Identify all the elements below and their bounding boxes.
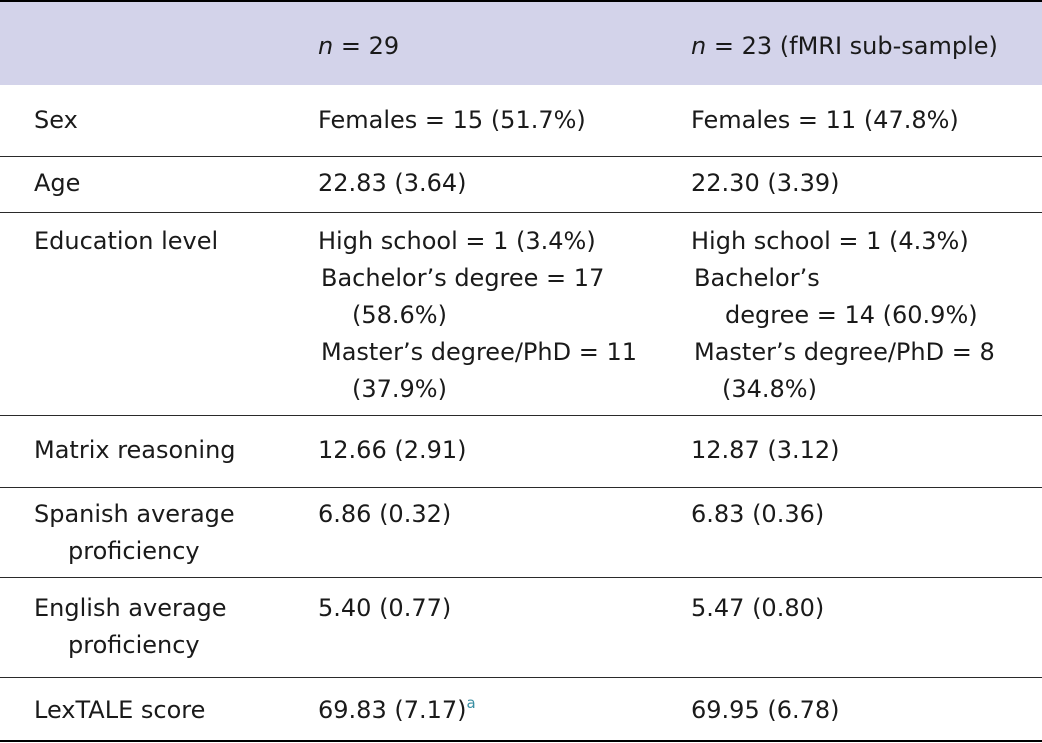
cell-text: 12.87 (3.12) [691, 436, 840, 464]
row-label-text: Education level [34, 227, 219, 255]
cell-fmri-subsample: 12.87 (3.12) [691, 432, 840, 469]
cell-line: Bachelor’s [694, 264, 820, 292]
cell-text: 6.83 (0.36) [691, 500, 825, 528]
row-label-line: proficiency [68, 537, 200, 565]
cell-line: Master’s degree/PhD = 8 [694, 338, 995, 366]
cell-text: 12.66 (2.91) [318, 436, 467, 464]
cell-full-sample: Females = 15 (51.7%) [318, 102, 586, 139]
table-row-age: Age 22.83 (3.64) 22.30 (3.39) [0, 157, 1042, 213]
row-label-text: Matrix reasoning [34, 436, 236, 464]
cell-line: Master’s degree/PhD = 11 [321, 338, 637, 366]
cell-fmri-subsample: High school = 1 (4.3%) Bachelor’s degree… [691, 223, 995, 408]
row-label-line: English average [34, 594, 227, 622]
header-col-fmri-subsample: n = 23 (fMRI sub-sample) [691, 31, 998, 61]
cell-fmri-subsample: 69.95 (6.78) [691, 692, 840, 729]
row-label: English average proficiency [34, 590, 227, 664]
header-col-full-sample: n = 29 [318, 31, 399, 61]
cell-text: 69.83 (7.17) [318, 696, 467, 724]
cell-line: (58.6%) [352, 301, 447, 329]
table-row-spanish-proficiency: Spanish average proficiency 6.86 (0.32) … [0, 488, 1042, 578]
cell-line: High school = 1 (3.4%) [318, 227, 596, 255]
cell-full-sample: 69.83 (7.17)a [318, 692, 476, 729]
footnote-marker[interactable]: a [466, 694, 476, 712]
cell-full-sample: 5.40 (0.77) [318, 590, 451, 627]
table-row-lextale-score: LexTALE score 69.83 (7.17)a 69.95 (6.78) [0, 678, 1042, 740]
row-label-text: LexTALE score [34, 696, 206, 724]
cell-text: 6.86 (0.32) [318, 500, 452, 528]
cell-text: 5.47 (0.80) [691, 594, 825, 622]
table-bottom-rule [0, 740, 1042, 742]
row-label-text: Sex [34, 106, 78, 134]
table-row-sex: Sex Females = 15 (51.7%) Females = 11 (4… [0, 85, 1042, 157]
row-label: Matrix reasoning [34, 432, 236, 469]
cell-line: degree = 14 (60.9%) [725, 301, 978, 329]
cell-text: Females = 11 (47.8%) [691, 106, 959, 134]
cell-line: High school = 1 (4.3%) [691, 227, 969, 255]
row-label-line: proficiency [68, 631, 200, 659]
row-label: LexTALE score [34, 692, 205, 729]
header-col-full-sample-text: = 29 [333, 32, 400, 60]
table-header-row: n = 29 n = 23 (fMRI sub-sample) [0, 0, 1042, 85]
row-label-line: Spanish average [34, 500, 235, 528]
cell-full-sample: 12.66 (2.91) [318, 432, 467, 469]
row-label: Age [34, 165, 80, 202]
cell-line: Bachelor’s degree = 17 [321, 264, 605, 292]
row-label-text: Age [34, 169, 81, 197]
row-label: Spanish average proficiency [34, 496, 235, 570]
table-row-english-proficiency: English average proficiency 5.40 (0.77) … [0, 578, 1042, 678]
row-label: Sex [34, 102, 78, 139]
cell-text: 69.95 (6.78) [691, 696, 840, 724]
cell-line: (37.9%) [352, 375, 447, 403]
cell-fmri-subsample: 6.83 (0.36) [691, 496, 824, 533]
header-col-fmri-text: = 23 (fMRI sub-sample) [706, 32, 998, 60]
table-row-matrix-reasoning: Matrix reasoning 12.66 (2.91) 12.87 (3.1… [0, 416, 1042, 488]
cell-full-sample: 22.83 (3.64) [318, 165, 467, 202]
cell-text: 22.30 (3.39) [691, 169, 840, 197]
table-row-education-level: Education level High school = 1 (3.4%) B… [0, 213, 1042, 416]
n-symbol: n [691, 32, 707, 60]
n-symbol: n [318, 32, 334, 60]
cell-fmri-subsample: 5.47 (0.80) [691, 590, 824, 627]
cell-full-sample: 6.86 (0.32) [318, 496, 451, 533]
cell-line: (34.8%) [722, 375, 817, 403]
cell-text: 5.40 (0.77) [318, 594, 452, 622]
cell-full-sample: High school = 1 (3.4%) Bachelor’s degree… [318, 223, 637, 408]
cell-fmri-subsample: Females = 11 (47.8%) [691, 102, 959, 139]
cell-text: 22.83 (3.64) [318, 169, 467, 197]
row-label: Education level [34, 223, 218, 260]
cell-fmri-subsample: 22.30 (3.39) [691, 165, 840, 202]
cell-text: Females = 15 (51.7%) [318, 106, 586, 134]
